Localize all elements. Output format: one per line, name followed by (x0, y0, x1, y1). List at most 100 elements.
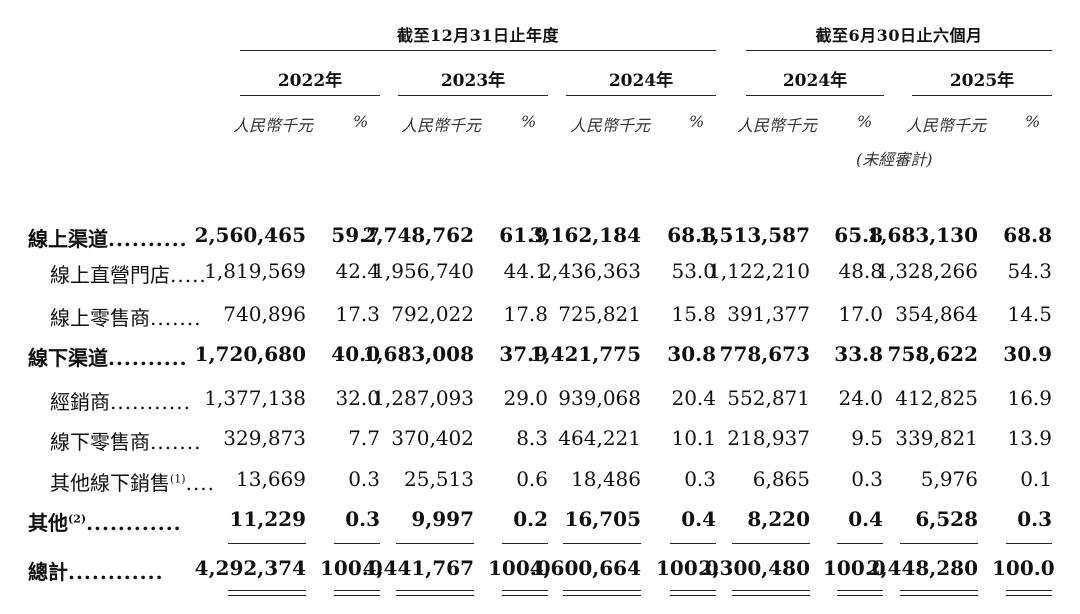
subtotal-rule (563, 543, 641, 545)
percent-cell: 54.3 (1007, 259, 1052, 283)
row-label-text: 線下零售商 (50, 430, 150, 454)
amount-cell: 18,486 (571, 467, 641, 491)
percent-cell: 15.8 (671, 302, 716, 326)
total-double-rule-top (334, 590, 380, 592)
group-header-six-months: 截至6月30日止六個月 (815, 26, 983, 45)
percent-cell: 40.0 (331, 342, 380, 366)
subtotal-rule (670, 543, 716, 545)
percent-cell: 0.3 (1017, 507, 1052, 531)
amount-cell: 1,956,740 (372, 259, 474, 283)
percent-cell: 42.4 (335, 259, 380, 283)
leader-dots: .... (185, 471, 216, 495)
percent-cell: 8.3 (516, 426, 548, 450)
percent-cell: 48.8 (838, 259, 883, 283)
year-rule (398, 95, 548, 97)
footnote-marker: (2) (68, 512, 87, 526)
amount-cell: 25,513 (404, 467, 474, 491)
row-label-text: 總計 (28, 560, 68, 584)
percent-cell: 16.9 (1007, 386, 1052, 410)
total-double-rule-bottom (837, 595, 883, 597)
total-double-rule-bottom (1006, 595, 1052, 597)
percent-header: % (353, 112, 369, 131)
percent-cell: 61.9 (499, 223, 548, 247)
row-label: 線上直營門店..... (50, 259, 207, 288)
amount-cell: 6,865 (752, 467, 810, 491)
footnote-marker: (1) (170, 472, 186, 486)
leader-dots: ....... (150, 306, 202, 330)
total-double-rule-top (228, 590, 306, 592)
amount-cell: 725,821 (558, 302, 641, 326)
amount-cell: 6,528 (915, 507, 978, 531)
percent-cell: 13.9 (1007, 426, 1052, 450)
subtotal-rule (502, 543, 548, 545)
subtotal-rule (837, 543, 883, 545)
amount-cell: 339,821 (895, 426, 978, 450)
leader-dots: .......... (108, 346, 188, 370)
amount-cell: 370,402 (391, 426, 474, 450)
amount-cell: 1,683,130 (866, 223, 978, 247)
percent-cell: 7.7 (348, 426, 380, 450)
amount-cell: 1,122,210 (708, 259, 810, 283)
total-double-rule-bottom (334, 595, 380, 597)
year-rule (746, 95, 884, 97)
amount-cell: 1,377,138 (204, 386, 306, 410)
percent-cell: 100.0 (992, 556, 1055, 580)
unaudited-note: (未經審計) (856, 150, 933, 169)
amount-cell: 9,997 (411, 507, 474, 531)
amount-cell: 778,673 (719, 342, 810, 366)
percent-cell: 17.8 (503, 302, 548, 326)
total-double-rule-top (837, 590, 883, 592)
percent-cell: 20.4 (671, 386, 716, 410)
total-double-rule-top (396, 590, 474, 592)
row-label-text: 其他 (28, 511, 68, 535)
year-rule (566, 95, 716, 97)
row-label: 線上渠道.......... (28, 223, 188, 252)
subtotal-rule (900, 543, 978, 545)
percent-cell: 24.0 (838, 386, 883, 410)
amount-cell: 2,448,280 (866, 556, 978, 580)
total-double-rule-bottom (732, 595, 810, 597)
row-label: 其他線下銷售(1).... (50, 467, 215, 496)
row-label: 總計............ (28, 556, 164, 585)
group-header-fiscal-year: 截至12月31日止年度 (396, 26, 560, 45)
row-label: 線下渠道.......... (28, 342, 188, 371)
rmb-thousand-header: 人民幣千元 (570, 116, 651, 135)
total-double-rule-top (563, 590, 641, 592)
subtotal-rule (334, 543, 380, 545)
percent-cell: 0.3 (851, 467, 883, 491)
amount-cell: 758,622 (887, 342, 978, 366)
amount-cell: 4,600,664 (529, 556, 641, 580)
row-label-text: 線下渠道 (28, 346, 108, 370)
total-double-rule-top (732, 590, 810, 592)
total-double-rule-top (670, 590, 716, 592)
percent-cell: 32.0 (335, 386, 380, 410)
percent-cell: 100.0 (656, 556, 719, 580)
amount-cell: 2,560,465 (194, 223, 306, 247)
total-double-rule-bottom (563, 595, 641, 597)
amount-cell: 4,441,767 (362, 556, 474, 580)
percent-cell: 17.3 (335, 302, 380, 326)
amount-cell: 1,287,093 (372, 386, 474, 410)
leader-dots: ....... (150, 430, 202, 454)
leader-dots: ..... (170, 263, 207, 287)
total-double-rule-bottom (670, 595, 716, 597)
subtotal-rule (732, 543, 810, 545)
percent-cell: 30.8 (667, 342, 716, 366)
row-label-text: 經銷商 (50, 390, 110, 414)
year-header: 2025年 (949, 71, 1015, 91)
year-header: 2022年 (277, 71, 343, 91)
percent-cell: 100.0 (320, 556, 383, 580)
percent-cell: 9.5 (851, 426, 883, 450)
percent-cell: 68.8 (1003, 223, 1052, 247)
amount-cell: 4,292,374 (194, 556, 306, 580)
percent-cell: 53.0 (671, 259, 716, 283)
percent-cell: 100.0 (488, 556, 551, 580)
percent-header: % (521, 112, 537, 131)
amount-cell: 13,669 (236, 467, 306, 491)
percent-cell: 0.6 (516, 467, 548, 491)
percent-cell: 0.1 (1020, 467, 1052, 491)
amount-cell: 391,377 (727, 302, 810, 326)
group-rule-six-months (746, 50, 1052, 52)
row-label-text: 線上直營門店 (50, 263, 170, 287)
amount-cell: 939,068 (558, 386, 641, 410)
